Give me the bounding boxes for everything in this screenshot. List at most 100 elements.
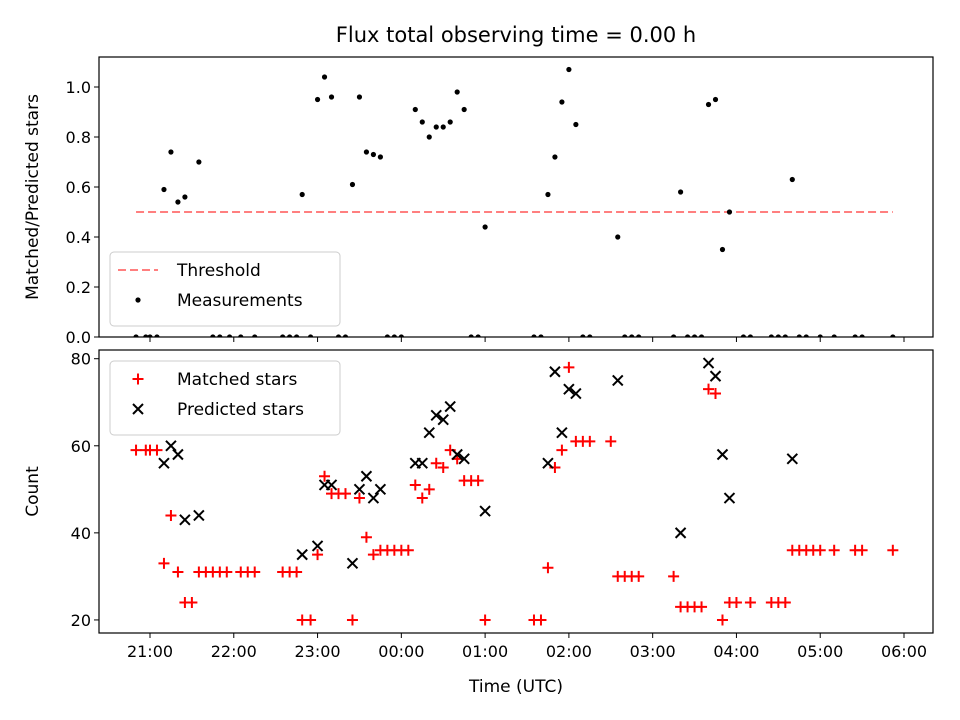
- legend-label: Threshold: [176, 261, 261, 281]
- data-point: [629, 334, 635, 337]
- data-point: [280, 334, 286, 337]
- data-point: [296, 548, 308, 561]
- x-tick-label: 21:00: [127, 642, 173, 661]
- data-point: [468, 334, 474, 337]
- data-point: [291, 566, 303, 578]
- data-point: [356, 94, 363, 100]
- data-point: [353, 483, 366, 496]
- data-point: [747, 334, 754, 337]
- data-point: [287, 334, 293, 337]
- data-point: [158, 557, 170, 569]
- data-point: [440, 124, 446, 130]
- y-tick-label: 80: [71, 350, 91, 369]
- data-point: [716, 614, 728, 626]
- data-point: [367, 492, 380, 504]
- data-point: [172, 448, 184, 461]
- data-point: [175, 199, 181, 205]
- data-point: [360, 531, 372, 543]
- data-point: [538, 334, 544, 337]
- data-point: [828, 544, 840, 556]
- legend-box: [109, 360, 341, 436]
- data-point: [615, 234, 621, 240]
- data-point: [612, 374, 624, 387]
- data-point: [744, 597, 756, 609]
- data-point: [719, 246, 726, 253]
- data-point: [391, 334, 397, 337]
- y-tick-label: 0.4: [66, 228, 91, 247]
- data-point: [221, 566, 233, 578]
- data-point: [165, 440, 177, 452]
- data-point: [165, 509, 177, 521]
- data-point: [437, 413, 449, 426]
- data-point: [430, 457, 442, 469]
- data-point: [545, 191, 551, 198]
- data-point: [559, 99, 565, 105]
- data-point: [479, 614, 491, 626]
- data-point: [321, 74, 328, 80]
- legend-swatch: [135, 297, 141, 303]
- data-point: [307, 334, 314, 337]
- data-point: [696, 601, 708, 613]
- data-point: [535, 614, 547, 626]
- data-point: [475, 334, 481, 337]
- x-axis-label: Time (UTC): [468, 677, 563, 697]
- legend-swatch: [132, 373, 144, 385]
- ratio-panel: 0.0 0.2 0.4 0.6 0.8 1.0 Matched/Predicted star…: [23, 56, 934, 347]
- x-tick-label: 01:00: [462, 642, 508, 661]
- data-point: [339, 488, 351, 500]
- data-point: [856, 544, 868, 556]
- data-point: [374, 483, 387, 496]
- data-point: [712, 96, 719, 103]
- data-point: [796, 334, 802, 337]
- data-point: [779, 597, 791, 609]
- data-point: [716, 448, 729, 461]
- data-point: [154, 334, 160, 337]
- data-point: [312, 549, 324, 561]
- data-point: [402, 544, 414, 556]
- data-point: [723, 492, 736, 504]
- data-point: [335, 334, 342, 337]
- data-point: [172, 566, 184, 578]
- data-point: [768, 334, 774, 337]
- data-point: [580, 334, 586, 337]
- data-point: [217, 334, 223, 337]
- data-point: [377, 154, 383, 160]
- data-point: [887, 544, 899, 556]
- data-point: [674, 527, 687, 539]
- data-point: [730, 597, 742, 609]
- legend-label: Matched stars: [177, 370, 297, 390]
- y-tick-label: 1.0: [66, 78, 91, 97]
- data-point: [563, 361, 575, 373]
- count-panel: 20 40 60 80 21:00 22:00 23:00 00:00 01:00 02:00 03…: [23, 349, 934, 661]
- data-point: [890, 334, 896, 337]
- data-point: [786, 453, 799, 465]
- data-point: [831, 334, 837, 337]
- data-point: [703, 383, 715, 395]
- axes-frame: [98, 56, 934, 338]
- data-point: [814, 544, 826, 556]
- data-point: [151, 444, 163, 456]
- data-point: [299, 191, 305, 198]
- data-point: [702, 357, 715, 369]
- data-point: [584, 435, 596, 447]
- x-tick-label: 00:00: [378, 642, 424, 661]
- data-point: [817, 334, 823, 337]
- data-point: [472, 475, 484, 487]
- data-point: [587, 334, 593, 337]
- data-point: [549, 366, 561, 378]
- data-point: [353, 492, 365, 504]
- data-point: [705, 101, 712, 108]
- data-point: [437, 462, 449, 474]
- data-point: [691, 334, 698, 337]
- data-point: [342, 334, 349, 337]
- data-point: [556, 427, 568, 439]
- data-point: [398, 334, 404, 337]
- data-point: [319, 470, 331, 482]
- data-point: [294, 334, 300, 337]
- data-point: [461, 106, 467, 113]
- x-tick-label: 03:00: [630, 642, 676, 661]
- data-point: [416, 492, 428, 504]
- data-point: [370, 151, 377, 158]
- data-point: [328, 94, 335, 100]
- data-point: [454, 89, 460, 95]
